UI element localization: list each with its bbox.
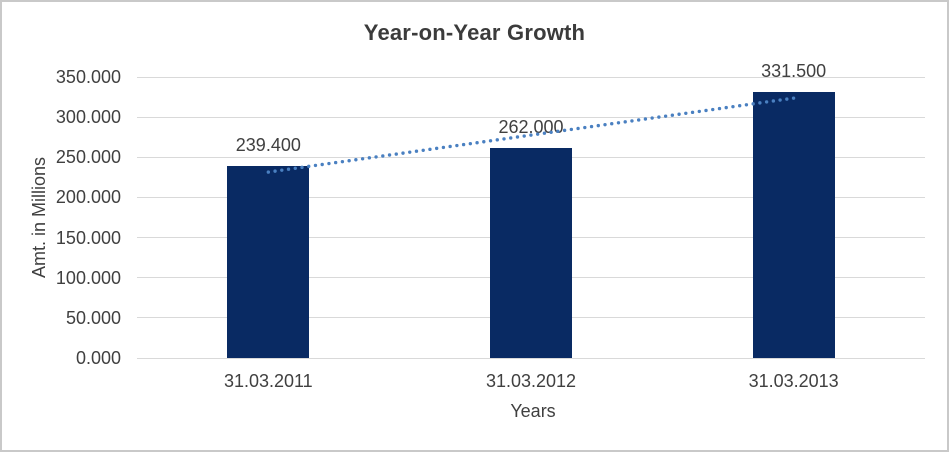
y-tick-label: 200.000 xyxy=(55,187,121,208)
y-tick-label: 250.000 xyxy=(55,147,121,168)
bar-value-label: 331.500 xyxy=(761,61,827,81)
bar xyxy=(490,148,572,358)
bar-value-label: 262.000 xyxy=(498,117,564,137)
y-axis-title-text: Amt. in Millions xyxy=(28,156,49,279)
x-tick-label: 31.03.2013 xyxy=(748,371,839,391)
y-tick-label: 100.000 xyxy=(55,267,121,288)
x-axis-title: Years xyxy=(510,401,556,421)
y-tick-label: 350.000 xyxy=(55,67,121,87)
gridline xyxy=(137,76,925,78)
y-tick-label: 0.000 xyxy=(75,348,121,368)
x-tick-label: 31.03.2012 xyxy=(485,371,577,391)
bar xyxy=(752,92,835,358)
y-tick-label: 50.000 xyxy=(65,307,121,328)
y-tick-label: 300.000 xyxy=(55,107,121,128)
gridline xyxy=(137,357,925,359)
y-tick-label: 150.000 xyxy=(55,227,121,248)
x-tick-label: 31.03.2011 xyxy=(223,371,313,391)
bar xyxy=(227,166,310,358)
bar-value-label: 239.400 xyxy=(235,135,301,155)
chart-title: Year-on-Year Growth xyxy=(363,20,586,45)
